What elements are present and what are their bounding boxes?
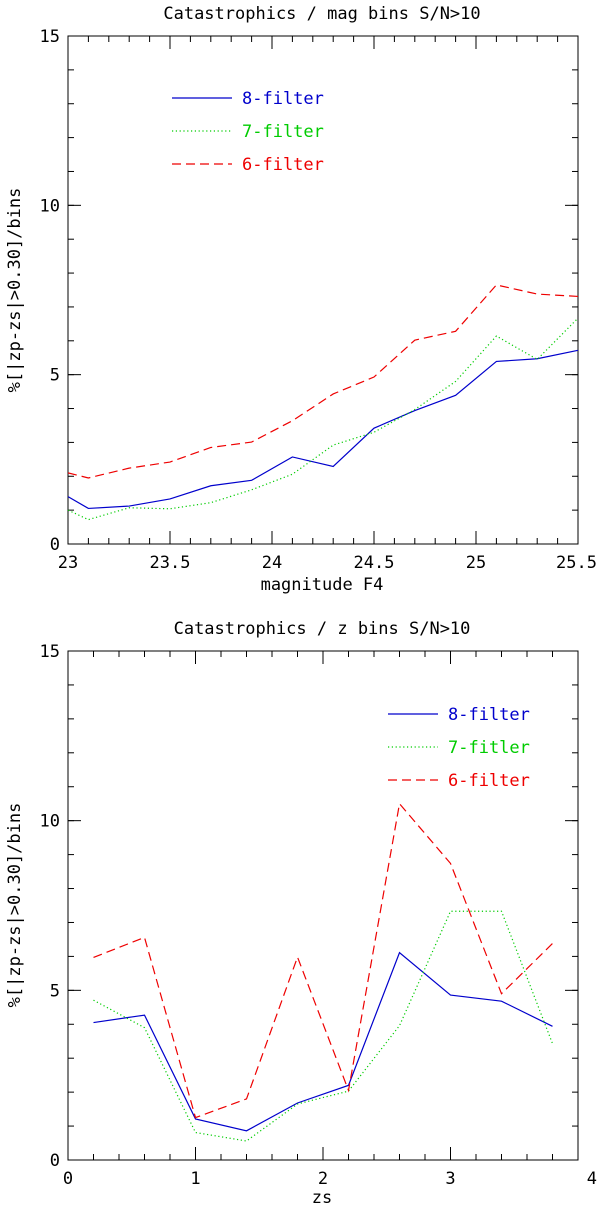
series-line-8-filter (93, 951, 553, 1132)
x-tick-label: 4 (587, 1169, 597, 1189)
x-tick-label: 25 (466, 553, 486, 573)
y-tick-label: 10 (40, 196, 60, 216)
legend: 8-filter 7-fitler 6-filter (388, 705, 530, 791)
x-tick-label: 23.5 (150, 553, 191, 573)
plot-frame (67, 35, 579, 545)
chart-title: Catastrophics / mag bins S/N>10 (163, 4, 480, 24)
y-axis-label: %[|zp-zs|>0.30]/bins (5, 803, 25, 1008)
x-tick-label: 3 (445, 1169, 455, 1189)
series-line-6-filter (67, 284, 579, 479)
y-tick-label: 5 (50, 981, 60, 1001)
series-lines (93, 802, 554, 1142)
y-tick-label: 5 (50, 366, 60, 386)
legend-label: 6-filter (242, 155, 324, 175)
series-line-8-filter (67, 349, 579, 510)
x-tick-label: 25.5 (556, 553, 597, 573)
y-axis-label: %[|zp-zs|>0.30]/bins (5, 188, 25, 393)
x-axis-label: magnitude F4 (261, 575, 384, 595)
x-tick-label: 0 (63, 1169, 73, 1189)
x-tick-label: 23 (58, 553, 78, 573)
x-tick-label: 24 (262, 553, 282, 573)
chart-z-bins: Catastrophics / z bins S/N>10 zs %[|zp-z… (5, 619, 597, 1208)
axis-ticks: 0 1 2 3 4 0 5 10 15 (40, 642, 597, 1189)
legend-label: 8-filter (448, 705, 530, 725)
series-line-6-filter (93, 802, 553, 1119)
series-line-7-fitler (93, 910, 554, 1142)
legend-label: 8-filter (242, 89, 324, 109)
y-tick-label: 15 (40, 642, 60, 662)
chart-mag-bins: Catastrophics / mag bins S/N>10 magnitud… (5, 4, 597, 595)
x-tick-label: 1 (190, 1169, 200, 1189)
legend-label: 7-fitler (448, 738, 530, 758)
y-tick-label: 15 (40, 27, 60, 47)
legend: 8-filter 7-filter 6-filter (172, 89, 324, 175)
series-line-7-filter (67, 317, 579, 521)
chart-title: Catastrophics / z bins S/N>10 (174, 619, 471, 639)
axis-ticks: 23 23.5 24 24.5 25 25.5 0 5 10 15 (40, 27, 597, 573)
y-tick-label: 0 (50, 535, 60, 555)
legend-label: 6-filter (448, 771, 530, 791)
series-lines (67, 284, 579, 521)
x-tick-label: 2 (318, 1169, 328, 1189)
x-axis-label: zs (312, 1188, 332, 1208)
plot-frame (67, 650, 579, 1161)
y-tick-label: 10 (40, 812, 60, 832)
y-tick-label: 0 (50, 1151, 60, 1171)
legend-label: 7-filter (242, 122, 324, 142)
x-tick-label: 24.5 (354, 553, 395, 573)
